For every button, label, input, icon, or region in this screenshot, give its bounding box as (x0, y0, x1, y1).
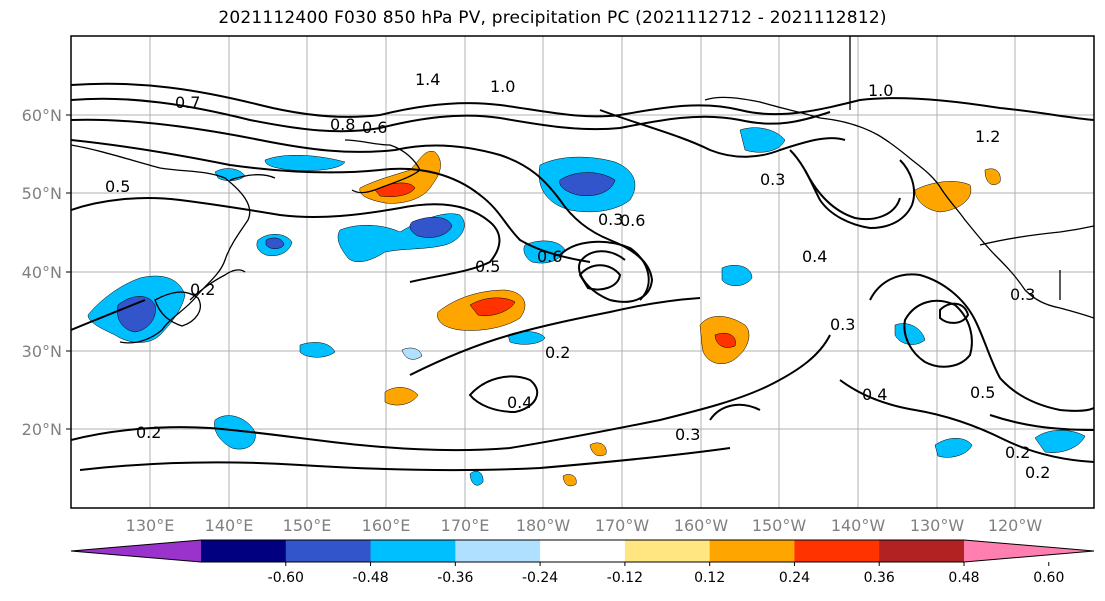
colorbar-tick-label: -0.48 (352, 570, 388, 586)
contour-label: 0.5 (105, 177, 130, 196)
contour-label: 1.0 (868, 81, 893, 100)
precip-blob-subtropic-2-core (714, 332, 736, 348)
colorbar-tick-label: 0.48 (948, 570, 979, 586)
colorbar-tick-label: 0.60 (1033, 570, 1064, 586)
precip-blob-ne-asia-core (265, 237, 285, 249)
contour-label: 0.6 (362, 118, 387, 137)
precip-blob-mid-2 (299, 342, 336, 358)
contour-label: 0.3 (830, 315, 855, 334)
colorbar-tick-label: 0.36 (864, 570, 895, 586)
precip-blob-npac-1-core (409, 217, 453, 238)
precip-blob-mid-3 (721, 265, 753, 286)
lon-label: 150°W (752, 516, 807, 535)
contour-label: 1.0 (490, 77, 515, 96)
lon-label: 140°W (831, 516, 886, 535)
contour-labels: 0.6 0.3 0.3 0.6 0.5 0.4 0.2 0.2 0.4 0.2 … (105, 70, 1050, 482)
contour-label: 0.3 (760, 170, 785, 189)
lon-label: 140°E (205, 516, 254, 535)
lat-axis: 60°N 50°N 40°N 30°N 20°N (22, 106, 71, 439)
lat-label: 50°N (22, 184, 62, 203)
contour-label: 0.6 (537, 247, 562, 266)
contour-label: 0.2 (1005, 443, 1030, 462)
colorbar-swatch (879, 540, 965, 562)
precip-blob-south-3 (934, 438, 973, 458)
colorbar-swatch (455, 540, 541, 562)
colorbar-tick-label: -0.36 (437, 570, 473, 586)
lon-label: 130°E (126, 516, 175, 535)
precip-blob-south-1 (214, 415, 256, 450)
colorbar-tick-label: 0.24 (779, 570, 810, 586)
lon-label: 180°W (516, 516, 571, 535)
contour-label: 1.4 (415, 70, 440, 89)
colorbar-swatch (624, 540, 711, 562)
colorbar-swatch (285, 540, 372, 562)
lat-label: 30°N (22, 342, 62, 361)
contour-label: 0.4 (862, 385, 887, 404)
precipitation-shading (87, 127, 1086, 487)
colorbar: -0.60 -0.48 -0.36 -0.24 -0.12 0.12 0.24 0.36 0.4… (70, 539, 1095, 586)
contour-label: 0.5 (475, 257, 500, 276)
precip-blob-npac-2-core (559, 172, 616, 196)
lat-label: 20°N (22, 420, 62, 439)
precip-blob-bc-2 (984, 168, 1001, 185)
contour-label: 0.3 (675, 425, 700, 444)
contour-label: 0.7 (175, 93, 200, 112)
contour-label: 0.3 (598, 210, 623, 229)
contour-label: 0.6 (620, 211, 645, 230)
precip-blob-japan-core (117, 296, 156, 333)
precip-blob-south-4 (1034, 430, 1086, 453)
contour-label: 1.2 (975, 127, 1000, 146)
lon-axis: 130°E 140°E 150°E 160°E 170°E 180°W 170°… (126, 516, 1043, 535)
precip-blob-alaska (739, 127, 786, 153)
contour-label: 0.4 (802, 247, 827, 266)
lon-label: 160°W (674, 516, 729, 535)
precip-blob-bc (914, 181, 972, 213)
colorbar-extend-low (71, 540, 201, 562)
precip-blob-south-2 (384, 387, 419, 406)
colorbar-tick-label: -0.60 (268, 570, 304, 586)
colorbar-tick-label: -0.12 (607, 570, 643, 586)
contour-label: 0.3 (1010, 285, 1035, 304)
precip-blob-south-7 (469, 471, 484, 486)
lon-label: 120°W (988, 516, 1043, 535)
colorbar-tick-label: 0.12 (694, 570, 725, 586)
colorbar-tick-label: -0.24 (522, 570, 558, 586)
lon-label: 170°W (595, 516, 650, 535)
pv-contours (71, 82, 1094, 472)
colorbar-swatch (794, 540, 880, 562)
contour-label: 0.5 (970, 383, 995, 402)
lon-label: 170°E (441, 516, 490, 535)
lat-label: 60°N (22, 106, 62, 125)
contour-label: 0.2 (1025, 463, 1050, 482)
colorbar-swatch (540, 540, 626, 562)
lon-label: 160°E (362, 516, 411, 535)
contour-label: 0.2 (190, 280, 215, 299)
contour-label: 0.2 (136, 423, 161, 442)
colorbar-swatch (370, 540, 456, 562)
colorbar-swatch (709, 540, 795, 562)
lon-label: 130°W (910, 516, 965, 535)
precip-blob-siberia (264, 154, 346, 171)
precip-blob-south-8 (401, 347, 423, 360)
precip-blob-subtropic-1-core (469, 297, 516, 316)
precip-blob-south-5 (589, 442, 607, 457)
precip-blob-south-6 (562, 474, 577, 487)
lon-label: 150°E (283, 516, 332, 535)
colorbar-swatch (201, 540, 287, 562)
precip-blob-mid-4 (894, 323, 926, 345)
lat-label: 40°N (22, 263, 62, 282)
contour-label: 0.2 (545, 343, 570, 362)
colorbar-extend-high (964, 540, 1094, 562)
map-title: 2021112400 F030 850 hPa PV, precipitatio… (218, 8, 887, 28)
contour-label: 0.4 (507, 393, 532, 412)
contour-label: 0.8 (330, 115, 355, 134)
